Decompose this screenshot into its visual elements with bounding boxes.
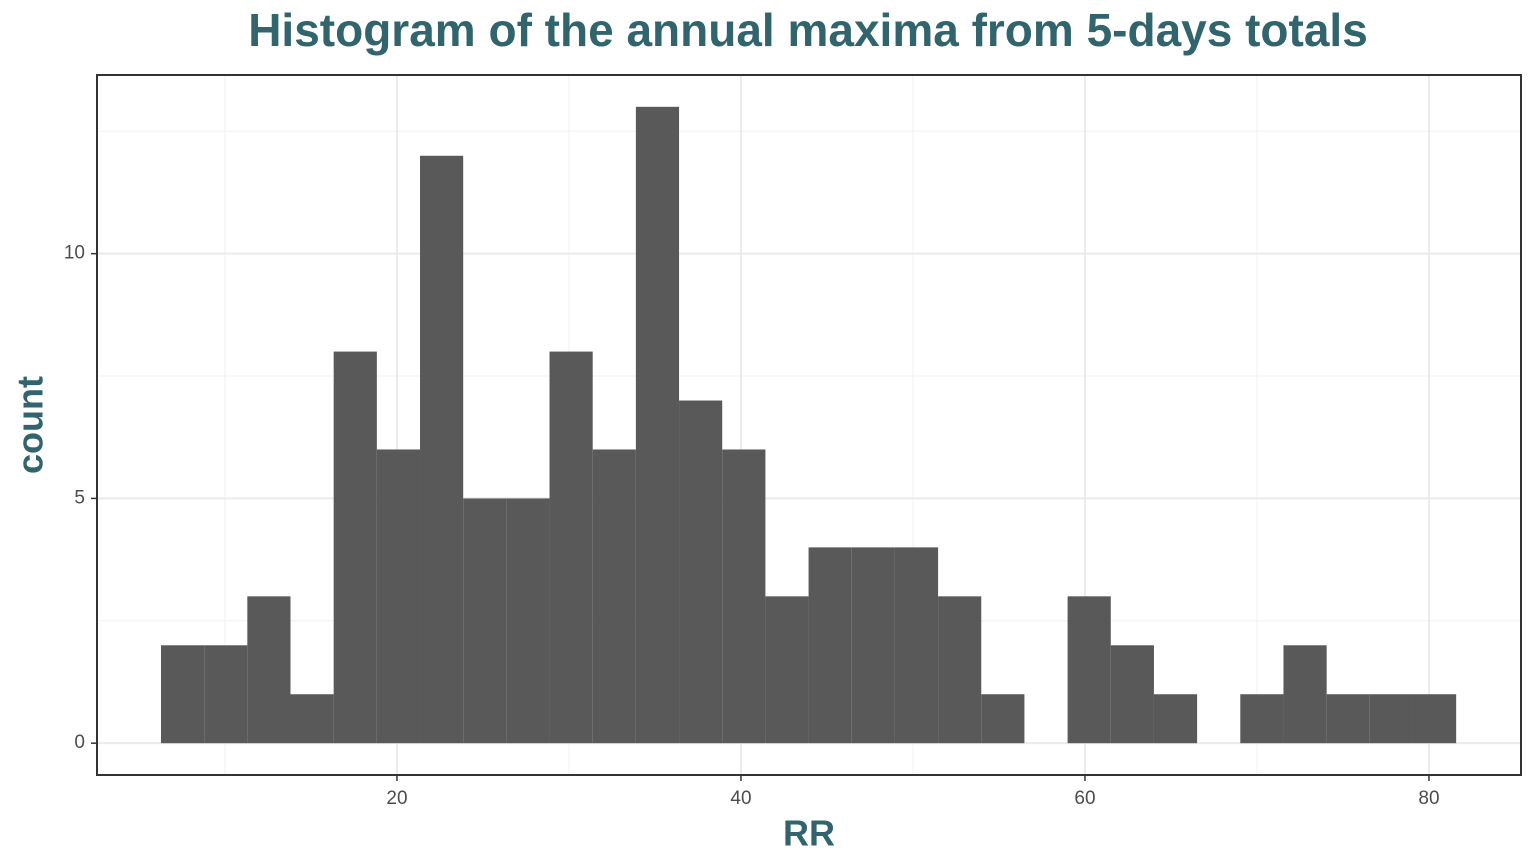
bar [679, 400, 723, 744]
bar [1369, 694, 1413, 744]
bar [981, 694, 1025, 744]
bar [1110, 645, 1154, 744]
x-tick-label: 20 [386, 788, 407, 809]
bar [204, 645, 248, 744]
bar [549, 351, 593, 744]
bar [333, 351, 377, 744]
bar [420, 155, 464, 744]
y-tick-label: 5 [74, 487, 85, 508]
chart-title: Histogram of the annual maxima from 5-da… [248, 4, 1368, 56]
bar [851, 547, 895, 744]
x-tick-label: 60 [1074, 788, 1095, 809]
bar [1153, 694, 1198, 744]
y-axis-title: count [10, 376, 51, 474]
y-tick-label: 10 [64, 243, 85, 264]
bar [765, 596, 809, 744]
bar [160, 645, 205, 744]
x-tick-label: 40 [730, 788, 751, 809]
bar [463, 498, 507, 744]
bar [1240, 694, 1284, 744]
bar [290, 694, 334, 744]
bar [376, 449, 421, 744]
bar [1283, 645, 1327, 744]
bar [938, 596, 982, 744]
bar [1412, 694, 1457, 744]
bar [592, 449, 636, 744]
x-tick-label: 80 [1418, 788, 1439, 809]
bar [247, 596, 291, 744]
bar [1067, 596, 1111, 744]
plot-border [96, 74, 1522, 776]
y-tick-label: 0 [74, 732, 85, 753]
bar [894, 547, 939, 744]
bar [808, 547, 852, 744]
bar [722, 449, 766, 744]
bar [1326, 694, 1370, 744]
bar [635, 106, 680, 744]
bar [506, 498, 550, 744]
x-axis-title: RR [783, 813, 835, 854]
